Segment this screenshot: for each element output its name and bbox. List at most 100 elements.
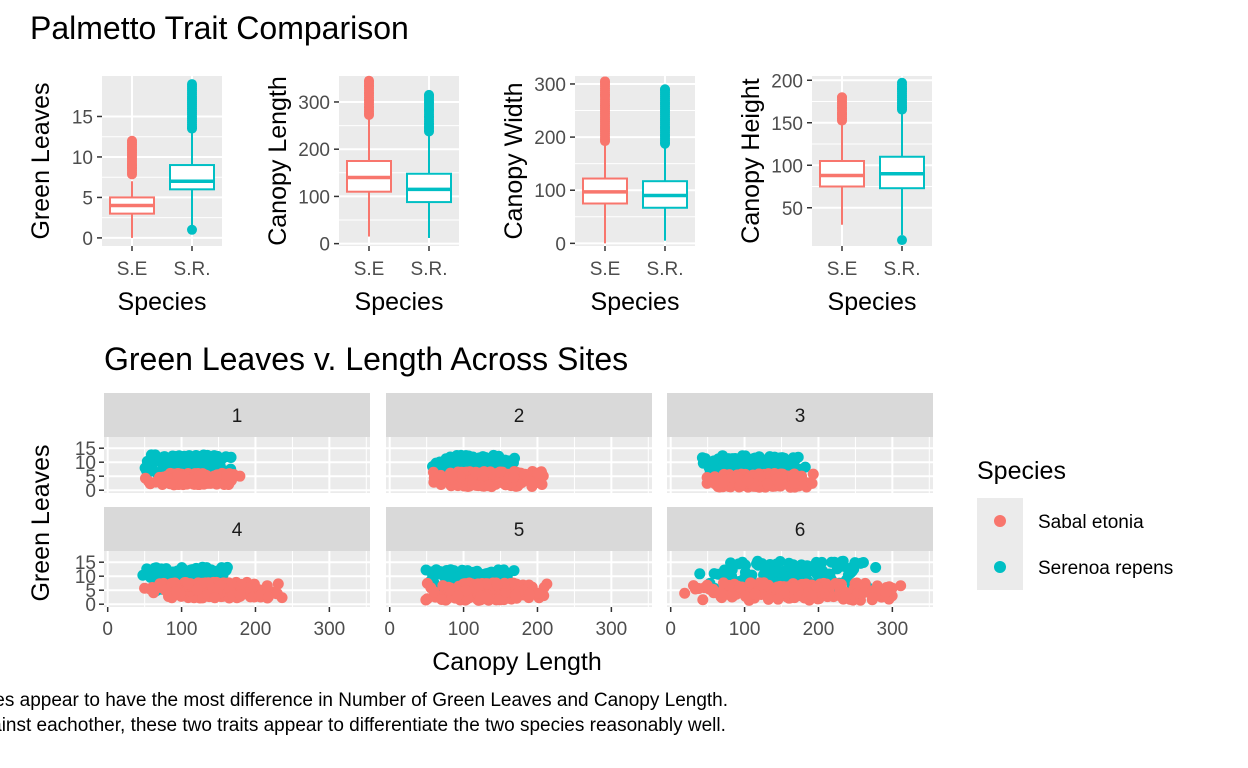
scatter-point (727, 590, 739, 602)
y-tick-label: 15 (72, 107, 93, 128)
box-S.R. (406, 89, 452, 238)
x-tick-label: 300 (596, 619, 628, 640)
y-tick-label: 0 (82, 229, 93, 250)
scatter-point (749, 588, 761, 600)
scatter-point (689, 583, 701, 595)
x-tick-label: 0 (665, 619, 676, 640)
scatter-point (813, 567, 825, 579)
scatter-point (696, 452, 708, 464)
scatter-point (736, 556, 748, 568)
x-tick-label: 100 (166, 619, 198, 640)
scatter-point (436, 594, 448, 606)
scatter-point (499, 454, 511, 466)
scatter-point (420, 594, 432, 606)
scatter-point (820, 578, 832, 590)
y-tick-label: 0 (555, 234, 566, 255)
scatter-point (745, 577, 757, 589)
scatter-point (731, 471, 743, 483)
legend-marker (994, 561, 1006, 573)
x-tick-label: S.E (354, 259, 385, 280)
scatter-point (526, 479, 538, 491)
scatter-point (139, 582, 151, 594)
scatter-point (193, 475, 205, 487)
outlier-point (364, 75, 374, 86)
outlier-point (424, 89, 434, 100)
scatter-point (799, 461, 811, 473)
scatter-point (428, 586, 440, 598)
caption-line-1: ecies appear to have the most difference… (0, 690, 729, 711)
scatter-point (857, 557, 869, 569)
y-tick-label: 0 (319, 235, 330, 256)
scatter-point (209, 592, 221, 604)
box-body (169, 164, 215, 191)
scatter-point (152, 568, 164, 580)
outlier-point (600, 76, 610, 87)
sabal-points (427, 465, 549, 493)
scatter-point (744, 460, 756, 472)
scatter-point (761, 455, 773, 467)
scatter-point (800, 578, 812, 590)
facet-strip-label: 6 (795, 520, 806, 541)
scatter-point (842, 569, 854, 581)
scatter-point (509, 452, 521, 464)
scatter-point (771, 581, 783, 593)
scatter-point (221, 561, 233, 573)
y-tick-label: 200 (534, 128, 566, 149)
sabal-points (420, 577, 553, 606)
scatter-point (714, 587, 726, 599)
facet-strip (104, 507, 370, 551)
facet-strip (386, 393, 652, 437)
scatter-point (225, 452, 237, 464)
facet-panel-3: 3 (667, 393, 933, 493)
scatter-point (704, 474, 716, 486)
outlier-point (660, 84, 670, 95)
box-S.E (109, 135, 155, 238)
scatter-point (509, 589, 521, 601)
figure-title: Palmetto Trait Comparison (30, 10, 409, 46)
scatter-point (482, 578, 494, 590)
y-tick-label: 100 (771, 156, 803, 177)
scatter-point (428, 476, 440, 488)
boxplot-grid: 0 5 10 15 S.E S.R. Species Green Leaves 0 100 200 3… (27, 71, 932, 316)
scatter-point (446, 470, 458, 482)
y-tick-label: 0 (85, 481, 96, 502)
x-tick-label: 100 (729, 619, 761, 640)
scatter-point (210, 454, 222, 466)
scatter-point (171, 586, 183, 598)
scatter-point (508, 471, 520, 483)
scatter-point (836, 556, 848, 568)
x-tick-label: 200 (522, 619, 554, 640)
y-axis-label: Canopy Width (500, 82, 528, 239)
y-tick-label: 200 (771, 71, 803, 92)
scatter-point (262, 591, 274, 603)
facet-panel-5: 5 0 100 200 300 (384, 507, 652, 640)
facet-strip-label: 5 (514, 520, 525, 541)
scatter-point (434, 456, 446, 468)
facet-strip (104, 393, 370, 437)
scatter-point (807, 468, 819, 480)
y-tick-label: 300 (534, 75, 566, 96)
scatter-point (867, 592, 879, 604)
scatter-point (774, 477, 786, 489)
scatter-point (491, 579, 503, 591)
x-tick-label: S.R. (647, 259, 684, 280)
legend-label: Sabal etonia (1038, 512, 1144, 533)
legend-label: Serenoa repens (1038, 558, 1173, 579)
scatter-point (186, 451, 198, 463)
scatter-point (774, 452, 786, 464)
y-tick-label: 5 (85, 467, 96, 488)
box-S.E (346, 75, 392, 237)
y-tick-label: 0 (85, 595, 96, 616)
facet-panel-6: 6 0 100 200 300 (665, 507, 933, 640)
scatter-point (895, 580, 907, 592)
scatter-point (160, 584, 172, 596)
y-tick-label: 100 (298, 187, 330, 208)
box-S.R. (642, 84, 688, 241)
x-tick-label: S.E (117, 259, 148, 280)
outlier-point (187, 79, 197, 90)
scatter-point (234, 589, 246, 601)
y-tick-label: 5 (82, 188, 93, 209)
x-tick-label: 200 (240, 619, 272, 640)
scatter-point (679, 587, 691, 599)
